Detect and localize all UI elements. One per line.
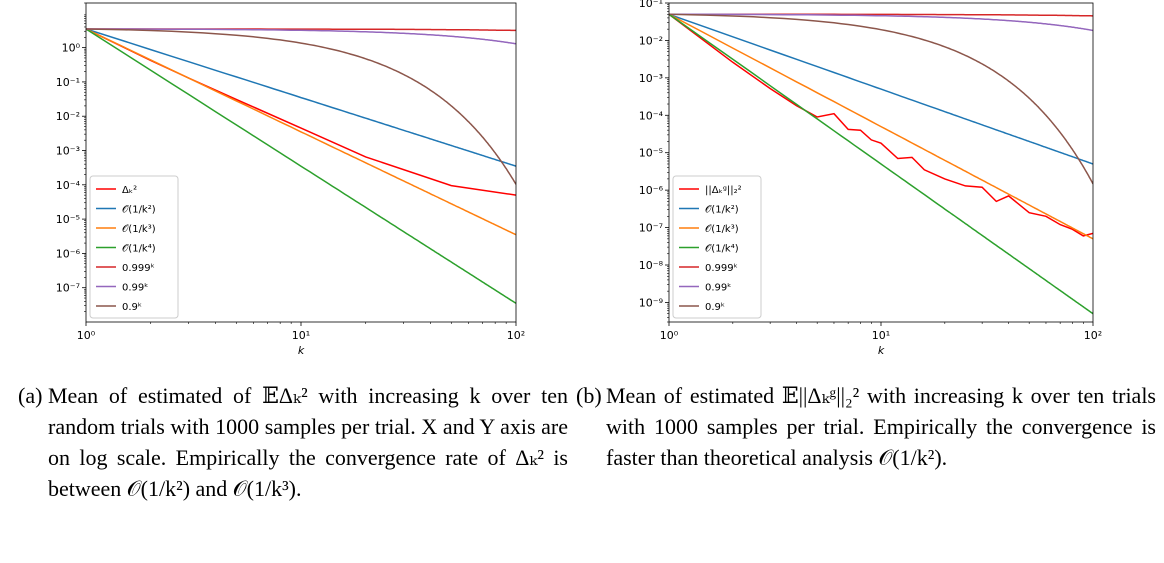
series-line-6 <box>86 28 516 185</box>
legend-label: 0.9ᵏ <box>122 302 142 313</box>
y-tick-label: 10⁻² <box>56 110 80 123</box>
caption-b-text: Mean of estimated 𝔼||Δₖᵍ||₂² with increa… <box>606 383 1156 470</box>
y-tick-label: 10⁰ <box>62 42 81 55</box>
series-line-4 <box>669 13 1093 17</box>
legend-box <box>89 175 179 319</box>
y-tick-label: 10⁻⁸ <box>639 259 664 272</box>
caption-a: (a) Mean of estimated of 𝔼Δₖ² with incre… <box>18 380 568 504</box>
series-line-6 <box>669 13 1093 185</box>
legend-label: 0.99ᵏ <box>705 283 732 294</box>
caption-b: (b) Mean of estimated 𝔼||Δₖᵍ||₂² with in… <box>576 380 1156 473</box>
legend-label: 𝒪(1/k³) <box>705 224 739 235</box>
x-tick-label: 10² <box>1084 329 1102 342</box>
y-tick-label: 10⁻⁶ <box>56 247 81 260</box>
series-line-0 <box>669 13 1093 237</box>
series-line-3 <box>86 28 516 304</box>
legend-label: 𝒪(1/k⁴) <box>122 244 156 255</box>
y-tick-label: 10⁻¹ <box>56 76 80 89</box>
y-tick-label: 10⁻⁴ <box>639 109 664 122</box>
x-tick-label: 10⁰ <box>660 329 679 342</box>
y-tick-label: 10⁻⁵ <box>56 213 80 226</box>
y-tick-label: 10⁻² <box>639 34 663 47</box>
legend-label: 0.99ᵏ <box>122 283 149 294</box>
series-line-1 <box>669 13 1093 165</box>
x-axis-label: k <box>298 344 305 357</box>
caption-a-label: (a) <box>18 383 43 408</box>
legend-label: 𝒪(1/k⁴) <box>705 244 739 255</box>
legend-label: ||Δₖᵍ||₂² <box>705 185 742 196</box>
chart-a: 10⁰ 10¹ 10² 10⁻⁷ 10⁻⁶ 10⁻⁵ 10⁻⁴ 10⁻³ 10⁻² 10⁻¹ 10⁰… <box>56 2 525 357</box>
y-tick-label: 10⁻⁷ <box>56 282 80 295</box>
y-tick-label: 10⁻⁹ <box>639 296 663 309</box>
caption-b-label: (b) <box>576 383 602 408</box>
series-group <box>669 13 1093 315</box>
x-tick-label: 10¹ <box>872 329 890 342</box>
legend-label: 𝒪(1/k²) <box>122 205 156 216</box>
x-axis-label: k <box>878 344 885 357</box>
series-line-4 <box>86 28 516 32</box>
legend-box <box>672 175 762 319</box>
legend-label: 0.999ᵏ <box>705 263 738 274</box>
legend-label: Δₖ² <box>122 185 137 196</box>
series-group <box>86 28 516 304</box>
y-tick-label: 10⁻³ <box>56 145 80 158</box>
caption-a-text: Mean of estimated of 𝔼Δₖ² with increasin… <box>48 383 568 501</box>
y-tick-label: 10⁻⁵ <box>639 147 663 160</box>
series-line-3 <box>669 13 1093 315</box>
series-line-5 <box>86 28 516 45</box>
series-line-5 <box>669 13 1093 32</box>
y-tick-label: 10⁻⁷ <box>639 222 663 235</box>
series-line-0 <box>86 28 516 196</box>
x-tick-label: 10¹ <box>292 329 310 342</box>
y-tick-label: 10⁻⁶ <box>639 184 664 197</box>
series-line-2 <box>669 13 1093 240</box>
y-tick-label: 10⁻⁴ <box>56 179 81 192</box>
series-line-1 <box>86 28 516 167</box>
y-tick-label: 10⁻³ <box>639 72 663 85</box>
y-tick-label: 10⁻¹ <box>639 0 663 10</box>
x-tick-label: 10⁰ <box>77 329 96 342</box>
legend-label: 0.9ᵏ <box>705 302 725 313</box>
chart-b: 10⁰ 10¹ 10² 10⁻⁹ 10⁻⁸ 10⁻⁷ 10⁻⁶ 10⁻⁵ 10⁻⁴ 10⁻³ 10⁻… <box>639 0 1102 357</box>
legend-label: 𝒪(1/k²) <box>705 205 739 216</box>
series-line-2 <box>86 28 516 236</box>
x-tick-label: 10² <box>507 329 525 342</box>
legend-label: 0.999ᵏ <box>122 263 155 274</box>
legend-label: 𝒪(1/k³) <box>122 224 156 235</box>
